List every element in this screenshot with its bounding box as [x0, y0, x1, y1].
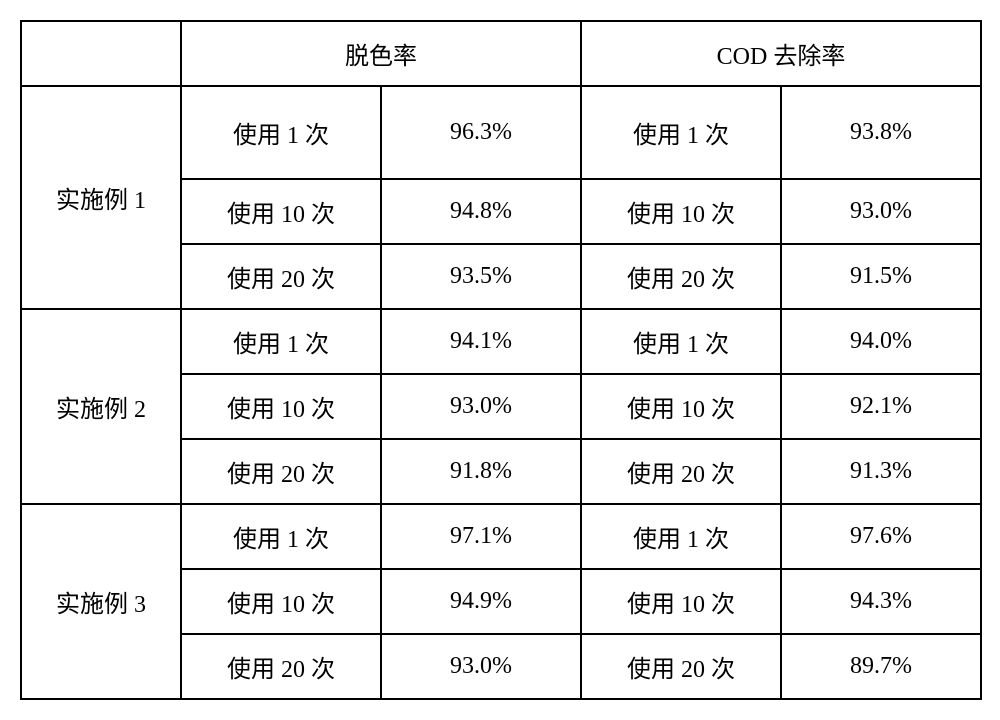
cod-val: 93.8% — [781, 86, 981, 179]
table-row: 实施例 3 使用 1 次 97.1% 使用 1 次 97.6% — [21, 504, 981, 569]
cod-val: 89.7% — [781, 634, 981, 699]
cod-use: 使用 1 次 — [581, 504, 781, 569]
cod-use: 使用 10 次 — [581, 374, 781, 439]
decolor-use: 使用 10 次 — [181, 179, 381, 244]
decolor-val: 93.0% — [381, 634, 581, 699]
group-name: 实施例 2 — [21, 309, 181, 504]
decolor-val: 97.1% — [381, 504, 581, 569]
group-name: 实施例 3 — [21, 504, 181, 699]
table-row: 实施例 2 使用 1 次 94.1% 使用 1 次 94.0% — [21, 309, 981, 374]
decolor-val: 94.1% — [381, 309, 581, 374]
decolor-use: 使用 20 次 — [181, 244, 381, 309]
decolor-use: 使用 20 次 — [181, 439, 381, 504]
cod-val: 94.0% — [781, 309, 981, 374]
results-table: 脱色率 COD 去除率 实施例 1 使用 1 次 96.3% 使用 1 次 93… — [20, 20, 982, 700]
cod-use: 使用 20 次 — [581, 244, 781, 309]
cod-val: 91.5% — [781, 244, 981, 309]
cod-use: 使用 10 次 — [581, 569, 781, 634]
decolor-val: 94.8% — [381, 179, 581, 244]
cod-val: 91.3% — [781, 439, 981, 504]
table-row: 实施例 1 使用 1 次 96.3% 使用 1 次 93.8% — [21, 86, 981, 179]
decolor-use: 使用 10 次 — [181, 374, 381, 439]
decolor-use: 使用 1 次 — [181, 309, 381, 374]
cod-val: 92.1% — [781, 374, 981, 439]
cod-val: 94.3% — [781, 569, 981, 634]
cod-use: 使用 1 次 — [581, 309, 781, 374]
group-name: 实施例 1 — [21, 86, 181, 309]
decolor-val: 96.3% — [381, 86, 581, 179]
cod-use: 使用 1 次 — [581, 86, 781, 179]
decolor-val: 91.8% — [381, 439, 581, 504]
decolor-val: 93.5% — [381, 244, 581, 309]
header-decolor: 脱色率 — [181, 21, 581, 86]
cod-val: 97.6% — [781, 504, 981, 569]
decolor-use: 使用 10 次 — [181, 569, 381, 634]
decolor-val: 94.9% — [381, 569, 581, 634]
decolor-use: 使用 20 次 — [181, 634, 381, 699]
header-cod: COD 去除率 — [581, 21, 981, 86]
cod-val: 93.0% — [781, 179, 981, 244]
header-row: 脱色率 COD 去除率 — [21, 21, 981, 86]
cod-use: 使用 10 次 — [581, 179, 781, 244]
decolor-use: 使用 1 次 — [181, 504, 381, 569]
decolor-val: 93.0% — [381, 374, 581, 439]
decolor-use: 使用 1 次 — [181, 86, 381, 179]
cod-use: 使用 20 次 — [581, 634, 781, 699]
cod-use: 使用 20 次 — [581, 439, 781, 504]
header-empty — [21, 21, 181, 86]
